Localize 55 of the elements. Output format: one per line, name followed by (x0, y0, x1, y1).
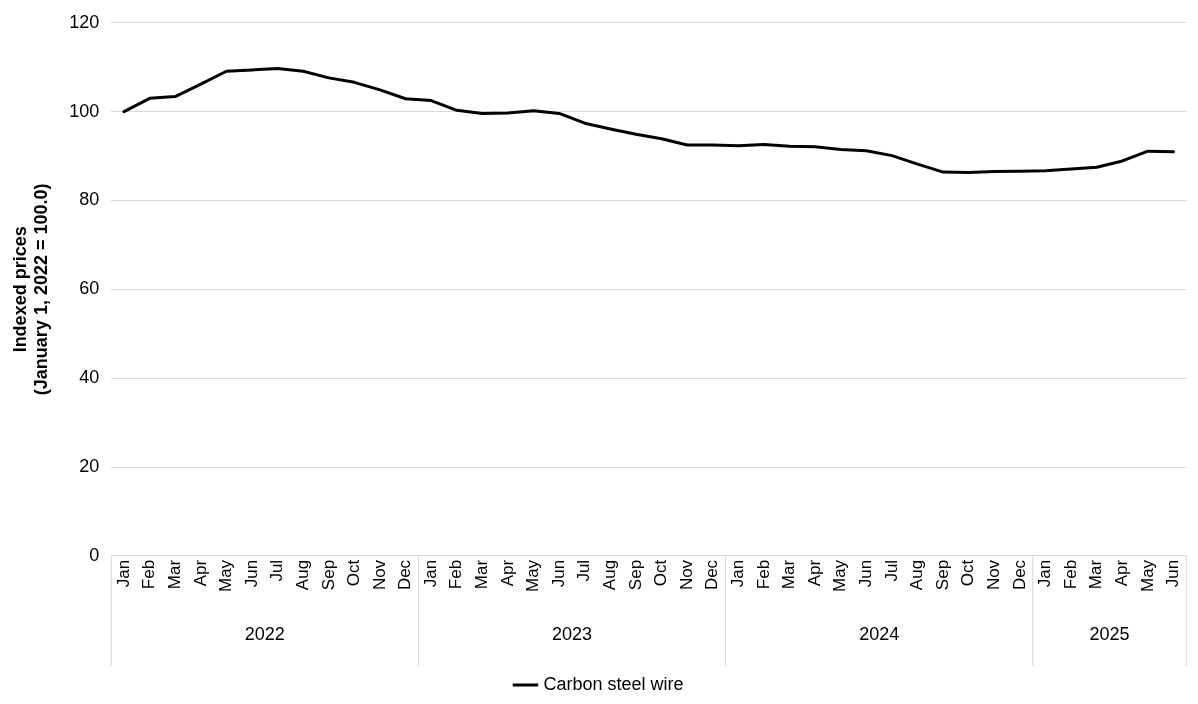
x-tick-label: May (830, 559, 850, 593)
x-tick-label: Jan (1035, 559, 1055, 588)
y-tick-label: 20 (79, 456, 100, 477)
y-axis-title: Indexed prices (January 1, 2022 = 100.0) (9, 183, 52, 396)
x-tick-label: Feb (139, 559, 159, 590)
text: 2022 (244, 623, 285, 644)
x-tick-label: May (523, 559, 543, 593)
y-tick-label: 60 (79, 278, 100, 299)
x-tick-label: Mar (472, 559, 492, 590)
x-tick-label: Apr (804, 559, 824, 587)
y-tick-label: 120 (69, 11, 100, 32)
x-tick-label: Jan (113, 559, 133, 588)
y-tick-label: 80 (79, 189, 100, 210)
x-tick-label: Jul (574, 559, 594, 582)
x-tick-label: Dec (1009, 559, 1029, 591)
text: 2024 (859, 623, 900, 644)
x-tick-label: Jan (420, 559, 440, 588)
x-tick-label: Nov (369, 559, 389, 591)
x-tick-label: Apr (190, 559, 210, 587)
x-tick-label: Jun (548, 559, 568, 588)
x-tick-label: Sep (625, 559, 645, 591)
x-tick-label: Feb (753, 559, 773, 590)
legend-label: Carbon steel wire (543, 673, 684, 694)
x-tick-label: Mar (1086, 559, 1106, 590)
x-tick-label: Aug (292, 559, 312, 591)
x-tick-label: Feb (1060, 559, 1080, 590)
x-tick-label: Oct (651, 559, 671, 587)
x-tick-label: Dec (395, 559, 415, 591)
y-tick-label: 0 (89, 544, 100, 565)
x-tick-label: Jan (728, 559, 748, 588)
x-tick-label: Nov (676, 559, 696, 591)
x-tick-label: Feb (446, 559, 466, 590)
x-tick-label: May (1137, 559, 1157, 593)
x-tick-label: Aug (907, 559, 927, 591)
x-tick-label: Aug (600, 559, 620, 591)
text: 2023 (551, 623, 593, 644)
x-tick-label: Mar (164, 559, 184, 590)
x-tick-label: Oct (344, 559, 364, 587)
x-tick-label: Sep (932, 559, 952, 591)
x-tick-label: Oct (958, 559, 978, 587)
x-tick-label: Jun (241, 559, 261, 588)
x-tick-label: Nov (984, 559, 1004, 591)
x-tick-label: Dec (702, 559, 722, 591)
x-tick-label: Jun (1163, 559, 1183, 588)
x-tick-label: May (216, 559, 236, 593)
x-tick-label: Jul (267, 559, 287, 582)
x-tick-label: Mar (779, 559, 799, 590)
y-tick-label: 100 (69, 100, 100, 121)
x-tick-label: Apr (1112, 559, 1132, 587)
x-tick-label: Jul (881, 559, 901, 582)
y-tick-label: 40 (79, 367, 100, 388)
x-tick-label: Sep (318, 559, 338, 591)
x-tick-label: Jun (856, 559, 876, 588)
text: 2025 (1089, 623, 1130, 644)
x-tick-label: Apr (497, 559, 517, 587)
